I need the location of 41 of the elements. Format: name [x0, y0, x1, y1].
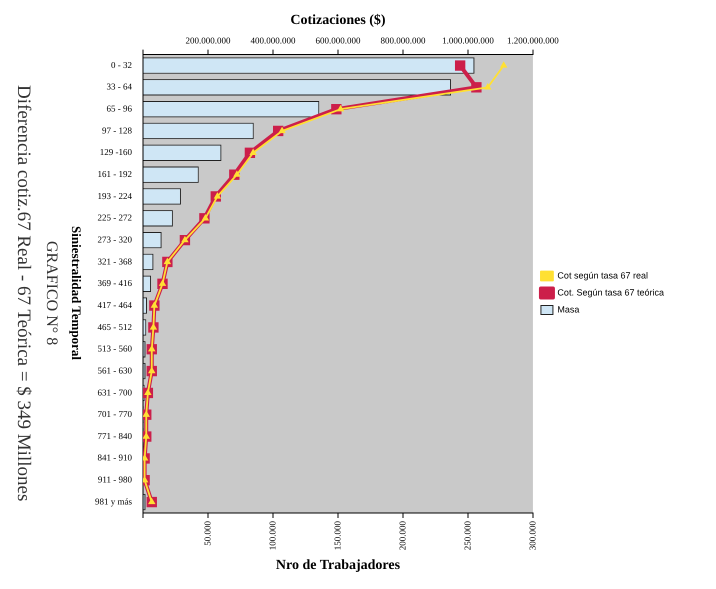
y-tick-label: 193 - 224	[98, 190, 132, 201]
x2-tick-label: 1.200.000.000	[507, 36, 560, 46]
y-tick-label: 513 - 560	[98, 344, 132, 354]
legend-label: Cot según tasa 67 real	[557, 270, 648, 280]
y-tick-label: 321 - 368	[98, 256, 132, 266]
y-tick-label: 701 - 770	[98, 409, 132, 420]
x2-axis-title: Cotizaciones ($)	[290, 13, 386, 28]
y-tick-label: 981 y más	[95, 496, 132, 506]
y-tick-label: 97 - 128	[102, 125, 132, 136]
y-tick-label: 369 - 416	[98, 278, 132, 288]
y-tick-label: 561 - 630	[98, 365, 132, 376]
y-tick-label: 33 - 64	[106, 82, 132, 92]
x-tick-label: 150.000	[332, 520, 342, 550]
x2-tick-label: 1.000.000.000	[442, 36, 494, 46]
y-tick-label: 465 - 512	[98, 322, 132, 332]
x2-tick-label: 800.000.000	[380, 36, 426, 46]
y-tick-label: 631 - 700	[98, 387, 132, 398]
y-axis-title: Siniestralidad Temporal	[68, 226, 84, 360]
x-tick-label: 50.000	[202, 520, 212, 546]
y-tick-label: 161 - 192	[98, 169, 132, 180]
y-tick-label: 65 - 96	[106, 104, 132, 114]
y-tick-label: 771 - 840	[98, 430, 132, 441]
x-axis-title: Nro de Trabajadores	[276, 558, 401, 574]
text: GRAFICO N° 8	[42, 240, 60, 346]
y-tick-label: 0 - 32	[111, 60, 132, 70]
y-tick-label: 417 - 464	[98, 300, 132, 310]
x2-tick-label: 400.000.000	[250, 36, 296, 46]
legend-label: Cot. Según tasa 67 teórica	[557, 287, 664, 298]
x2-tick-label: 200.000.000	[185, 36, 231, 46]
x-tick-label: 200.000	[397, 520, 408, 550]
y-tick-label: 911 - 980	[98, 474, 132, 485]
x-tick-label: 300.000	[527, 520, 538, 550]
y-tick-label: 225 - 272	[98, 212, 132, 223]
x2-tick-label: 600.000.000	[315, 36, 361, 46]
y-tick-label: 273 - 320	[98, 234, 132, 244]
legend-label: Masa	[557, 304, 580, 314]
x-tick-label: 100.000	[267, 520, 278, 550]
y-tick-label: 841 - 910	[98, 452, 132, 463]
y-tick-label: 129 -160	[100, 147, 132, 158]
text: Diferencia cotiz.67 Real - 67 Teórica = $ 349 Millones	[12, 84, 34, 502]
x-tick-label: 250.000	[462, 520, 472, 550]
